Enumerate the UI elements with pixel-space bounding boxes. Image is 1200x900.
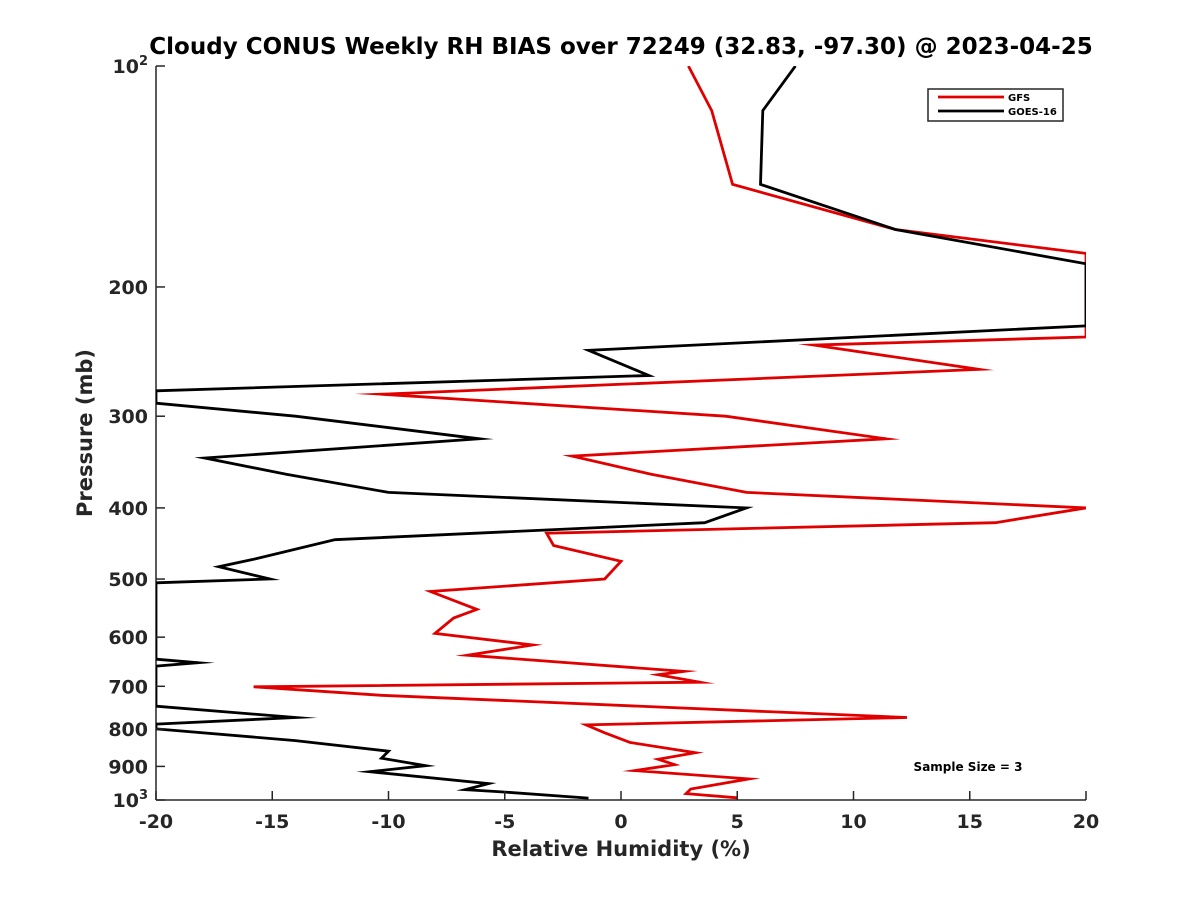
y-axis-ticks: 102 200 300 400 500 600 700 800 900 103	[108, 54, 165, 812]
x-axis-label: Relative Humidity (%)	[491, 837, 750, 861]
y-tick-label: 102	[113, 54, 149, 78]
x-axis-ticks: -20 -15 -10 -5 0 5 10 15 20	[139, 791, 1099, 833]
x-tick-label: 5	[731, 811, 744, 833]
x-tick-label: 0	[614, 811, 627, 833]
x-tick-label: -15	[255, 811, 289, 833]
x-tick-label: 10	[840, 811, 866, 833]
legend-label: GFS	[1008, 93, 1030, 104]
y-tick-label: 200	[108, 277, 148, 299]
y-tick-label: 700	[108, 676, 148, 698]
legend-label: GOES-16	[1008, 107, 1057, 118]
chart-title: Cloudy CONUS Weekly RH BIAS over 72249 (…	[149, 34, 1092, 60]
y-tick-label: 103	[113, 788, 149, 812]
plot-area	[155, 66, 1086, 801]
x-tick-label: -10	[371, 811, 405, 833]
x-tick-label: 20	[1073, 811, 1099, 833]
y-tick-label: 800	[108, 719, 148, 741]
y-tick-label: 600	[108, 627, 148, 649]
y-axis-label: Pressure (mb)	[73, 349, 97, 517]
series-line-gfs	[253, 66, 1086, 800]
y-tick-label: 900	[108, 756, 148, 778]
sample-size-annotation: Sample Size = 3	[914, 760, 1023, 774]
series-line-goes-16	[156, 66, 1086, 800]
x-tick-label: -20	[139, 811, 173, 833]
legend: GFS GOES-16	[927, 88, 1064, 122]
y-tick-label: 400	[108, 498, 148, 520]
legend-box	[927, 88, 1064, 122]
y-tick-label: 500	[108, 569, 148, 591]
y-tick-label: 300	[108, 406, 148, 428]
x-tick-label: 15	[957, 811, 983, 833]
x-tick-label: -5	[494, 811, 515, 833]
